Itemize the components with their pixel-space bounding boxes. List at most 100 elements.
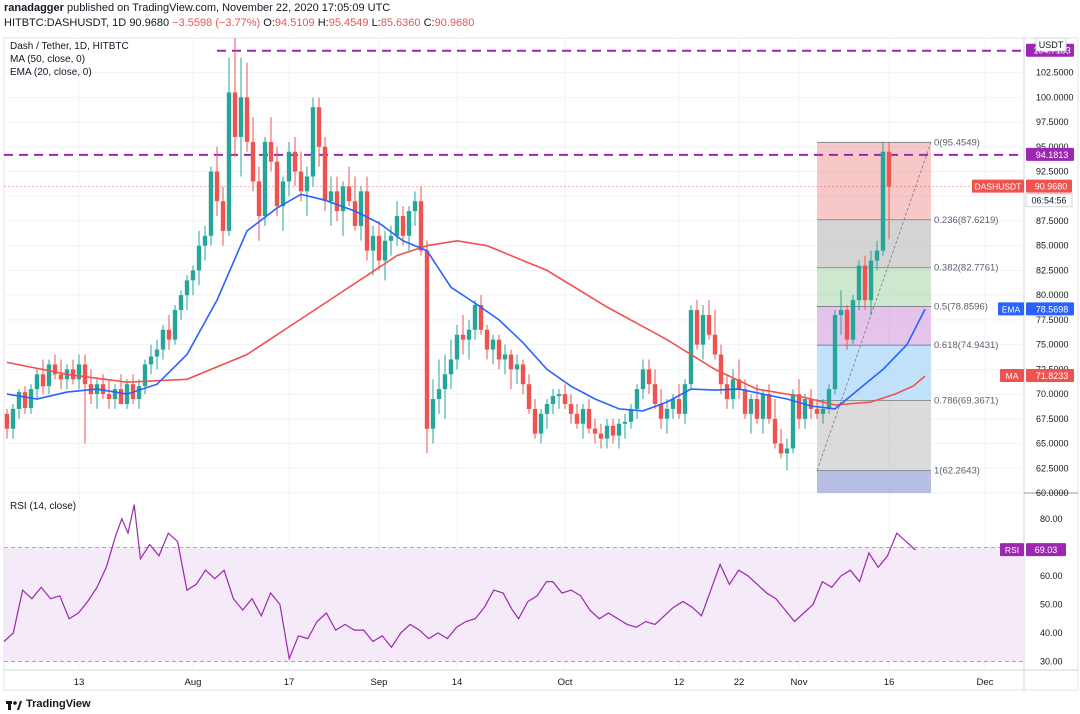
candle-body[interactable] — [850, 300, 856, 340]
candle-body[interactable] — [760, 394, 766, 419]
candle-body[interactable] — [160, 329, 166, 350]
candle-body[interactable] — [322, 146, 328, 202]
candle-body[interactable] — [346, 186, 352, 202]
candle-body[interactable] — [190, 270, 196, 281]
horizontal-levels[interactable] — [4, 49, 1024, 188]
candle-body[interactable] — [796, 394, 802, 419]
candle-body[interactable] — [658, 403, 664, 419]
candle-body[interactable] — [514, 364, 520, 370]
candle-body[interactable] — [382, 240, 388, 261]
candle-body[interactable] — [82, 364, 88, 385]
candle-body[interactable] — [574, 413, 580, 424]
candle-body[interactable] — [754, 399, 760, 419]
rsi-line[interactable] — [3, 504, 916, 661]
fib-retracement[interactable]: 0(95.4549) 0.236(87.6219) 0.382(82.7761) 0.… — [816, 137, 998, 493]
candle-body[interactable] — [4, 413, 10, 429]
candle-body[interactable] — [448, 359, 454, 375]
candle-body[interactable] — [148, 356, 154, 365]
candle-body[interactable] — [256, 181, 262, 217]
candle-body[interactable] — [706, 314, 712, 335]
rsi-pane[interactable] — [3, 504, 1024, 662]
candle-body[interactable] — [364, 191, 370, 251]
last-price-badge[interactable] — [1026, 179, 1072, 193]
candle-body[interactable] — [226, 92, 232, 231]
candle-body[interactable] — [682, 384, 688, 414]
candle-body[interactable] — [58, 374, 64, 380]
candle-body[interactable] — [640, 369, 646, 390]
candle-body[interactable] — [622, 421, 628, 424]
candle-body[interactable] — [718, 354, 724, 385]
candle-body[interactable] — [184, 280, 190, 296]
candle-body[interactable] — [136, 386, 142, 400]
candle-body[interactable] — [412, 201, 418, 212]
candle-body[interactable] — [334, 191, 340, 212]
candle-body[interactable] — [376, 235, 382, 261]
tradingview-brand[interactable]: TradingView — [26, 698, 91, 710]
candle-body[interactable] — [208, 171, 214, 236]
candle-body[interactable] — [520, 364, 526, 385]
candle-body[interactable] — [532, 408, 538, 434]
candle-body[interactable] — [610, 425, 616, 436]
candle-body[interactable] — [244, 97, 250, 142]
candle-body[interactable] — [106, 394, 112, 400]
candle-body[interactable] — [838, 310, 844, 315]
candle-body[interactable] — [802, 399, 808, 419]
candle-body[interactable] — [862, 265, 868, 301]
candle-body[interactable] — [310, 107, 316, 177]
candle-body[interactable] — [10, 408, 16, 429]
ma50-line[interactable] — [6, 239, 926, 406]
ema20-line[interactable] — [6, 193, 926, 412]
candle-body[interactable] — [712, 334, 718, 355]
candle-body[interactable] — [676, 399, 682, 414]
candle-body[interactable] — [22, 392, 28, 408]
candle-body[interactable] — [112, 389, 118, 400]
candle-body[interactable] — [268, 141, 274, 162]
candle-body[interactable] — [832, 314, 838, 390]
candle-body[interactable] — [664, 408, 670, 419]
candle-body[interactable] — [298, 171, 304, 192]
candle-body[interactable] — [736, 379, 742, 390]
candle-body[interactable] — [856, 265, 862, 301]
candle-body[interactable] — [886, 151, 892, 187]
candle-body[interactable] — [568, 403, 574, 414]
candle-body[interactable] — [604, 425, 610, 439]
candle-body[interactable] — [352, 201, 358, 226]
candle-body[interactable] — [772, 418, 778, 444]
candle-body[interactable] — [400, 216, 406, 236]
candle-body[interactable] — [694, 310, 700, 345]
candle-body[interactable] — [814, 408, 820, 414]
candle-body[interactable] — [616, 423, 622, 436]
candle-body[interactable] — [592, 428, 598, 434]
candle-body[interactable] — [394, 216, 400, 236]
candle-body[interactable] — [340, 186, 346, 212]
ma-tag[interactable] — [1000, 369, 1024, 383]
candle-body[interactable] — [172, 310, 178, 340]
author-name[interactable]: ranadagger — [4, 2, 64, 14]
candle-body[interactable] — [538, 413, 544, 434]
candle-body[interactable] — [442, 374, 448, 390]
rsi-value-badge[interactable] — [1026, 543, 1066, 557]
ma-value-badge[interactable] — [1026, 369, 1074, 383]
candle-body[interactable] — [580, 408, 586, 424]
candle-body[interactable] — [466, 329, 472, 340]
candle-body[interactable] — [16, 392, 22, 409]
candle-body[interactable] — [880, 151, 886, 251]
candle-body[interactable] — [40, 374, 46, 387]
candle-body[interactable] — [316, 107, 322, 147]
level-94-badge[interactable] — [1026, 147, 1074, 161]
candle-body[interactable] — [328, 191, 334, 202]
candle-body[interactable] — [274, 161, 280, 207]
candle-body[interactable] — [280, 181, 286, 207]
candle-body[interactable] — [700, 314, 706, 345]
candle-body[interactable] — [220, 201, 226, 231]
candle-body[interactable] — [418, 201, 424, 251]
candle-body[interactable] — [370, 235, 376, 251]
candle-body[interactable] — [670, 399, 676, 409]
candle-body[interactable] — [436, 389, 442, 400]
rsi-tag[interactable] — [1000, 543, 1024, 557]
candle-body[interactable] — [808, 399, 814, 409]
candle-body[interactable] — [238, 97, 244, 137]
candle-body[interactable] — [304, 176, 310, 192]
candle-body[interactable] — [688, 310, 694, 385]
candle-body[interactable] — [292, 151, 298, 172]
